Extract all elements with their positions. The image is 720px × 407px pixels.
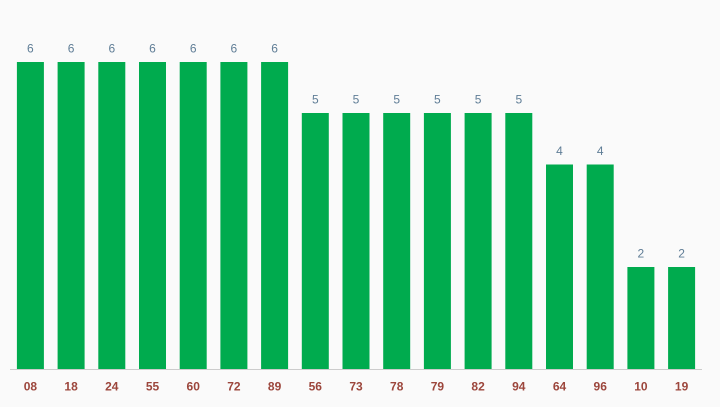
svg-text:6: 6 [108, 42, 115, 56]
svg-text:2: 2 [638, 247, 645, 261]
svg-text:56: 56 [309, 380, 323, 394]
svg-text:79: 79 [431, 380, 445, 394]
svg-text:6: 6 [190, 42, 197, 56]
svg-text:6: 6 [68, 42, 75, 56]
svg-text:18: 18 [64, 380, 78, 394]
svg-text:72: 72 [227, 380, 241, 394]
svg-text:73: 73 [349, 380, 363, 394]
svg-text:5: 5 [434, 93, 441, 107]
svg-text:82: 82 [471, 380, 485, 394]
svg-text:5: 5 [515, 93, 522, 107]
svg-text:4: 4 [597, 144, 604, 158]
svg-text:5: 5 [475, 93, 482, 107]
svg-text:89: 89 [268, 380, 282, 394]
svg-text:5: 5 [312, 93, 319, 107]
svg-text:5: 5 [393, 93, 400, 107]
svg-text:24: 24 [105, 380, 119, 394]
svg-text:2: 2 [678, 247, 685, 261]
svg-text:60: 60 [187, 380, 201, 394]
svg-text:5: 5 [353, 93, 360, 107]
svg-text:55: 55 [146, 380, 160, 394]
svg-text:4: 4 [556, 144, 563, 158]
svg-text:94: 94 [512, 380, 526, 394]
svg-text:6: 6 [149, 42, 156, 56]
svg-text:6: 6 [27, 42, 34, 56]
svg-text:78: 78 [390, 380, 404, 394]
svg-text:64: 64 [553, 380, 567, 394]
svg-text:6: 6 [271, 42, 278, 56]
svg-text:08: 08 [24, 380, 38, 394]
svg-text:19: 19 [675, 380, 689, 394]
svg-text:6: 6 [231, 42, 238, 56]
svg-text:96: 96 [594, 380, 608, 394]
svg-text:10: 10 [634, 380, 648, 394]
